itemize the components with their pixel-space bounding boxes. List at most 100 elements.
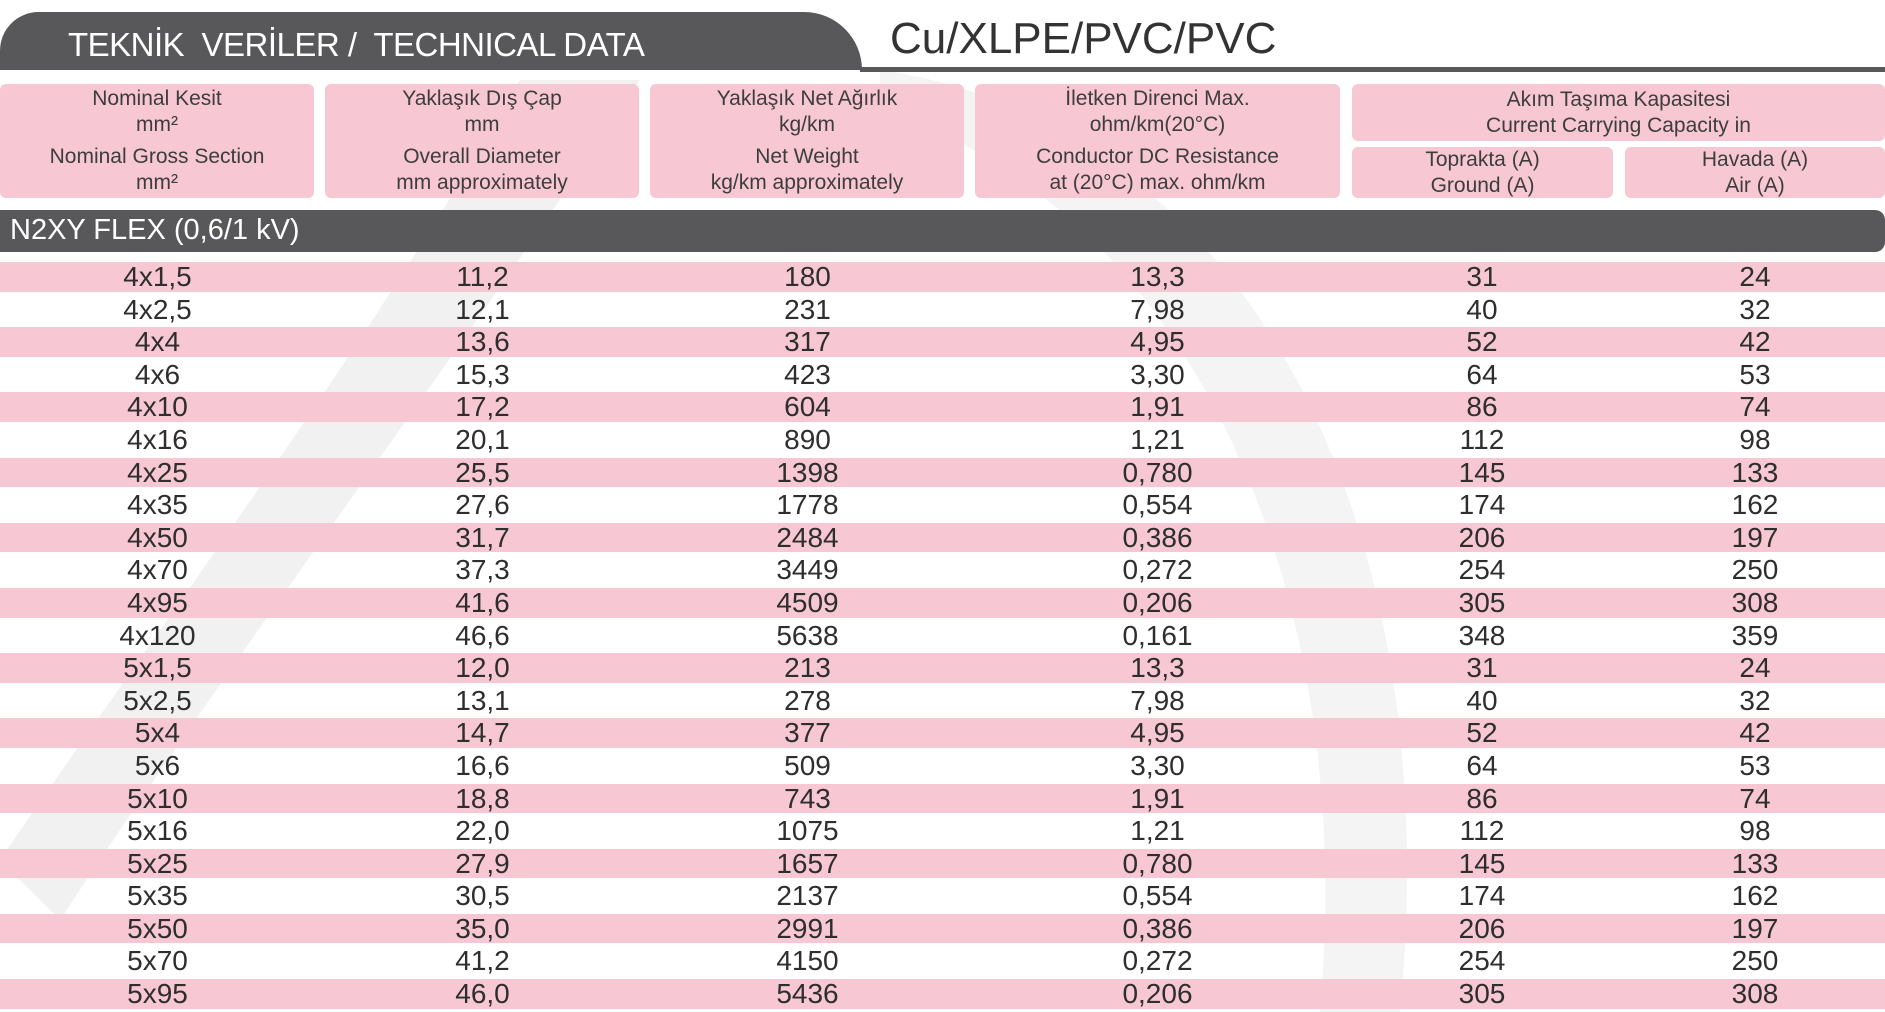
cell-nominal-section: 5x50 — [127, 912, 188, 944]
cell-ground-capacity: 348 — [1458, 619, 1506, 651]
cell-air-capacity: 24 — [1739, 261, 1771, 292]
section-title: N2XY FLEX (0,6/1 kV) — [10, 214, 300, 246]
cell-air-capacity: 133 — [1731, 847, 1779, 879]
cell-ground-capacity: 174 — [1458, 880, 1506, 912]
cell-ground-capacity: 206 — [1458, 912, 1506, 944]
cell-overall-diameter: 37,3 — [455, 554, 510, 586]
header-overall-diameter: Yaklaşık Dış Çap mm Overall Diameter mm … — [325, 84, 639, 198]
cell-overall-diameter: 46,0 — [455, 978, 510, 1010]
table-row: 4x10 17,2 604 1,91 86 74 — [0, 389, 1885, 422]
table-row: 4x50 31,7 2484 0,386 206 197 — [0, 520, 1885, 553]
cell-ground-capacity: 86 — [1466, 782, 1498, 814]
cell-conductor-resistance: 0,206 — [1122, 586, 1193, 618]
cell-nominal-section: 5x2,5 — [123, 684, 192, 716]
header-unit-en: mm approximately — [396, 171, 568, 194]
header-ground-capacity: Toprakta (A) Ground (A) — [1352, 147, 1613, 198]
cell-nominal-section: 5x10 — [127, 782, 188, 814]
cell-overall-diameter: 13,6 — [455, 326, 510, 358]
cell-conductor-resistance: 0,161 — [1122, 619, 1193, 651]
cell-ground-capacity: 305 — [1458, 586, 1506, 618]
cell-air-capacity: 162 — [1731, 880, 1779, 912]
cell-overall-diameter: 12,1 — [455, 293, 510, 325]
table-row: 4x25 25,5 1398 0,780 145 133 — [0, 455, 1885, 488]
cell-nominal-section: 5x16 — [127, 815, 188, 847]
header-net-weight: Yaklaşık Net Ağırlık kg/km Net Weight kg… — [650, 84, 964, 198]
cell-conductor-resistance: 0,386 — [1122, 521, 1193, 553]
header-label-tr: Toprakta (A) — [1425, 147, 1540, 171]
cell-nominal-section: 4x4 — [134, 326, 181, 358]
header-current-capacity: Akım Taşıma Kapasitesi Current Carrying … — [1352, 84, 1885, 141]
table-row: 4x70 37,3 3449 0,272 254 250 — [0, 552, 1885, 585]
cell-air-capacity: 197 — [1731, 521, 1779, 553]
cell-overall-diameter: 27,9 — [455, 847, 510, 879]
cell-net-weight: 423 — [784, 358, 831, 390]
cell-overall-diameter: 27,6 — [455, 489, 510, 521]
header-conductor-resistance: İletken Direnci Max. ohm/km(20°C) Conduc… — [975, 84, 1340, 198]
header-label-tr: Nominal Kesit — [92, 87, 222, 110]
header-nominal-section: Nominal Kesit mm² Nominal Gross Section … — [0, 84, 314, 198]
table-row: 4x1,5 11,2 180 13,3 31 24 — [0, 259, 1885, 292]
cell-conductor-resistance: 0,206 — [1122, 978, 1193, 1010]
cell-air-capacity: 250 — [1731, 554, 1779, 586]
cell-conductor-resistance: 0,554 — [1122, 489, 1193, 521]
header-unit-tr: ohm/km(20°C) — [1089, 113, 1226, 136]
cell-ground-capacity: 52 — [1466, 326, 1498, 358]
cell-conductor-resistance: 0,272 — [1122, 945, 1193, 977]
cell-conductor-resistance: 1,91 — [1130, 391, 1185, 423]
cell-ground-capacity: 145 — [1458, 456, 1506, 488]
cell-ground-capacity: 112 — [1459, 815, 1505, 847]
header-unit-tr: mm — [464, 113, 500, 136]
cell-nominal-section: 4x25 — [127, 456, 188, 488]
cell-overall-diameter: 30,5 — [455, 880, 510, 912]
header-label-en: Net Weight — [755, 145, 859, 168]
cell-nominal-section: 5x95 — [127, 978, 188, 1010]
cell-conductor-resistance: 0,780 — [1122, 847, 1193, 879]
cell-net-weight: 317 — [784, 326, 831, 358]
header-rule — [860, 67, 1885, 72]
cell-overall-diameter: 16,6 — [455, 749, 510, 781]
cell-ground-capacity: 305 — [1458, 978, 1506, 1010]
cell-air-capacity: 53 — [1739, 358, 1771, 390]
cell-nominal-section: 4x70 — [127, 554, 188, 586]
table-row: 5x1,5 12,0 213 13,3 31 24 — [0, 650, 1885, 683]
cell-air-capacity: 74 — [1739, 391, 1771, 423]
header-label-tr: Yaklaşık Net Ağırlık — [716, 87, 898, 110]
cell-overall-diameter: 20,1 — [455, 423, 510, 455]
table-row: 4x35 27,6 1778 0,554 174 162 — [0, 487, 1885, 520]
header-label-en: Nominal Gross Section — [49, 145, 265, 168]
table-row: 5x16 22,0 1075 1,21 112 98 — [0, 813, 1885, 846]
cell-conductor-resistance: 1,21 — [1130, 815, 1185, 847]
cell-conductor-resistance: 1,21 — [1130, 423, 1185, 455]
cell-ground-capacity: 64 — [1466, 358, 1498, 390]
cell-air-capacity: 308 — [1731, 586, 1779, 618]
cell-nominal-section: 4x2,5 — [123, 293, 192, 325]
cell-net-weight: 2991 — [776, 912, 839, 944]
cell-air-capacity: 42 — [1739, 326, 1771, 358]
cell-conductor-resistance: 4,95 — [1130, 717, 1185, 749]
table-row: 4x95 41,6 4509 0,206 305 308 — [0, 585, 1885, 618]
table-row: 5x95 46,0 5436 0,206 305 308 — [0, 976, 1885, 1009]
cell-air-capacity: 32 — [1739, 293, 1771, 325]
cell-air-capacity: 32 — [1739, 684, 1771, 716]
cell-net-weight: 1398 — [776, 456, 839, 488]
cell-net-weight: 509 — [784, 749, 831, 781]
cell-net-weight: 1657 — [776, 847, 839, 879]
cell-nominal-section: 5x70 — [127, 945, 188, 977]
cell-net-weight: 377 — [784, 717, 831, 749]
table-row: 4x120 46,6 5638 0,161 348 359 — [0, 618, 1885, 651]
cell-nominal-section: 4x95 — [127, 586, 188, 618]
cell-overall-diameter: 17,2 — [455, 391, 510, 423]
cell-net-weight: 2137 — [776, 880, 839, 912]
cell-ground-capacity: 254 — [1458, 945, 1506, 977]
cell-conductor-resistance: 3,30 — [1130, 358, 1185, 390]
header-label-en: Current Carrying Capacity in — [1486, 113, 1751, 137]
cell-ground-capacity: 174 — [1458, 489, 1506, 521]
cell-net-weight: 5436 — [776, 978, 839, 1010]
header-unit-tr: kg/km — [778, 113, 835, 136]
cell-net-weight: 278 — [784, 684, 831, 716]
header-label-en: Overall Diameter — [403, 145, 561, 168]
cell-ground-capacity: 40 — [1466, 684, 1498, 716]
cell-net-weight: 231 — [784, 293, 831, 325]
cell-air-capacity: 98 — [1739, 423, 1771, 455]
table-row: 4x16 20,1 890 1,21 112 98 — [0, 422, 1885, 455]
